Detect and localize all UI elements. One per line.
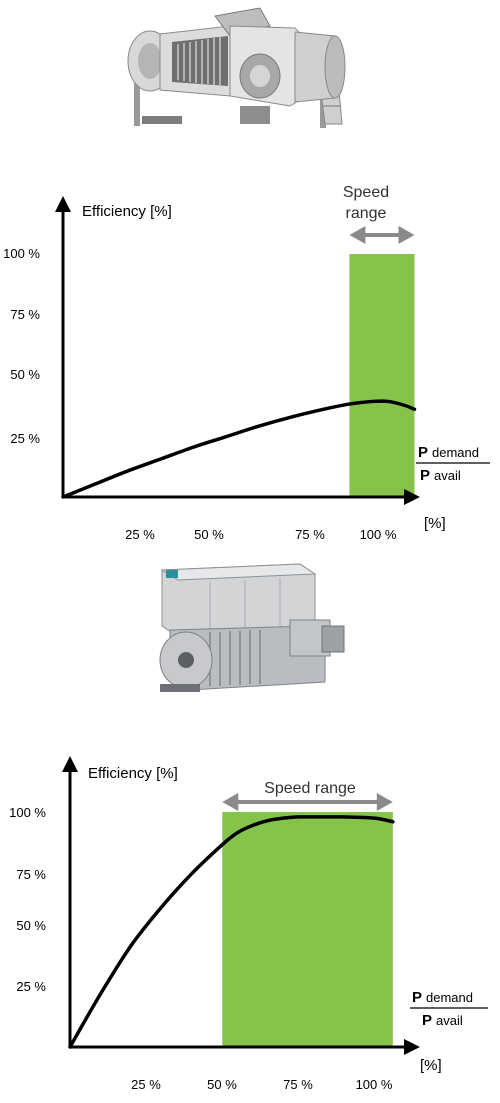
speed-range-arrow-icon: [349, 226, 415, 244]
ratio-numerator-symbol: P: [418, 444, 428, 461]
speed-range-band: [222, 812, 393, 1047]
x-tick-label-50: 50 %: [207, 1077, 237, 1092]
efficiency-chart-electric-motor: Efficiency [%] Speed range 100 % 75 % 50…: [0, 740, 500, 1098]
y-axis-arrow-icon: [62, 756, 78, 772]
speed-range-band: [349, 254, 415, 497]
ratio-numerator-text: demand: [426, 990, 473, 1005]
y-tick-label-100: 100 %: [3, 246, 40, 261]
efficiency-curve: [68, 815, 395, 1049]
x-tick-label-100: 100 %: [356, 1077, 393, 1092]
y-tick-label-25: 25 %: [10, 431, 40, 446]
y-axis-label: Efficiency [%]: [88, 765, 178, 782]
x-tick-label-75: 75 %: [295, 527, 325, 542]
x-axis-arrow-icon: [404, 489, 420, 505]
ratio-numerator-symbol: P: [412, 989, 422, 1006]
chart-1-canvas: Efficiency [%] Speed range 100 % 75 % 50…: [3, 184, 490, 542]
chart-2-canvas: Efficiency [%] Speed range 100 % 75 % 50…: [9, 756, 488, 1092]
y-tick-label-75: 75 %: [10, 307, 40, 322]
y-tick-label-25: 25 %: [16, 979, 46, 994]
x-tick-label-50: 50 %: [194, 527, 224, 542]
x-tick-label-25: 25 %: [125, 527, 155, 542]
ratio-denominator-text: avail: [434, 468, 461, 483]
electric-motor-image: [150, 560, 350, 695]
x-tick-label-25: 25 %: [131, 1077, 161, 1092]
speed-range-label-line-2: range: [346, 205, 387, 222]
x-axis-unit-label: [%]: [420, 1057, 442, 1074]
x-axis-unit-label: [%]: [424, 515, 446, 532]
y-tick-label-50: 50 %: [10, 367, 40, 382]
efficiency-chart-gas-turbine: Efficiency [%] Speed range 100 % 75 % 50…: [0, 150, 500, 555]
ratio-numerator-text: demand: [432, 445, 479, 460]
speed-range-label: Speed range: [264, 780, 356, 797]
y-tick-label-100: 100 %: [9, 805, 46, 820]
gas-turbine-image: [120, 6, 380, 134]
ratio-denominator-symbol: P: [422, 1012, 432, 1029]
speed-range-label-line-1: Speed: [343, 184, 389, 201]
y-tick-label-75: 75 %: [16, 867, 46, 882]
speed-range-arrow-icon: [222, 793, 393, 811]
x-tick-label-100: 100 %: [360, 527, 397, 542]
y-axis-arrow-icon: [55, 196, 71, 212]
ratio-denominator-symbol: P: [420, 467, 430, 484]
x-tick-label-75: 75 %: [283, 1077, 313, 1092]
y-tick-label-50: 50 %: [16, 918, 46, 933]
electric-motor-icon: [159, 563, 345, 692]
ratio-denominator-text: avail: [436, 1013, 463, 1028]
x-axis-arrow-icon: [404, 1039, 420, 1055]
gas-turbine-icon: [127, 7, 346, 128]
y-axis-label: Efficiency [%]: [82, 203, 172, 220]
efficiency-curve: [61, 399, 417, 499]
